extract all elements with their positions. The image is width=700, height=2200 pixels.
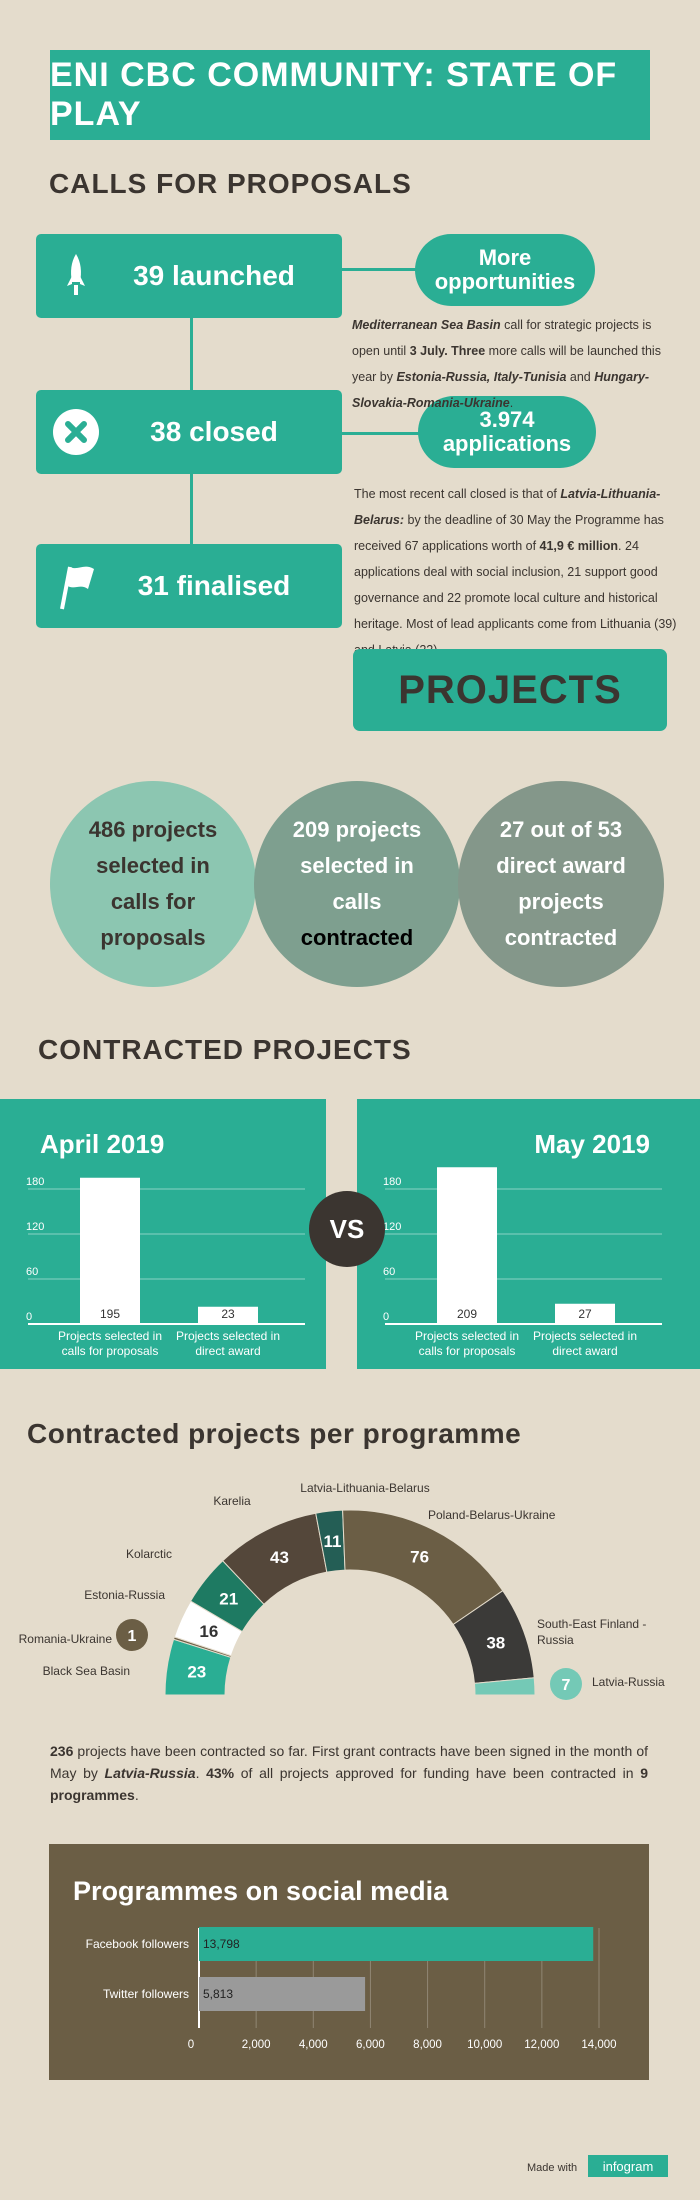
category-label: direct award: [195, 1344, 260, 1358]
bar-value-label: 195: [100, 1307, 120, 1321]
segment-value-label: 43: [270, 1548, 289, 1567]
flag-icon: [36, 561, 116, 611]
segment-value-label: 76: [410, 1548, 429, 1567]
segment-value-label: 11: [324, 1532, 342, 1551]
segment-category-label: Black Sea Basin: [43, 1664, 130, 1678]
call-paragraph-1: Mediterranean Sea Basin call for strateg…: [352, 318, 661, 410]
launched-label: 39 launched: [133, 260, 295, 291]
y-tick-label: 0: [26, 1311, 32, 1323]
segment-category-label: Russia: [537, 1633, 574, 1647]
segment-category-label: Karelia: [213, 1494, 251, 1508]
closed-box: 38 closed: [36, 390, 342, 474]
april-title: April 2019: [40, 1129, 165, 1159]
y-tick-label: 60: [26, 1266, 38, 1278]
may-panel: May 2019 0 60 120 180 209 Projects selected i…: [357, 1099, 700, 1369]
call-paragraph-2: The most recent call closed is that of L…: [354, 487, 677, 657]
x-tick-label: 4,000: [299, 2039, 328, 2051]
x-tick-label: 2,000: [242, 2039, 271, 2051]
segment-category-label: Estonia-Russia: [84, 1588, 165, 1602]
category-label: calls for proposals: [62, 1344, 159, 1358]
closed-label: 38 closed: [150, 416, 278, 447]
programme-donut-chart: 23 Black Sea Basin 1 Romania-Ukraine 16 Eston…: [19, 1481, 665, 1700]
segment-category-label: Latvia-Russia: [592, 1675, 665, 1689]
finalised-label: 31 finalised: [137, 570, 291, 601]
segment-category-label: Latvia-Lithuania-Belarus: [300, 1481, 429, 1495]
bar: [199, 1927, 594, 1961]
segment-value-label: 7: [562, 1677, 571, 1694]
category-label: direct award: [552, 1344, 617, 1358]
y-tick-label: 180: [383, 1176, 401, 1188]
page-title: ENI CBC COMMUNITY: STATE OF PLAY: [50, 50, 650, 140]
projects-box: PROJECTS: [353, 649, 667, 731]
social-media-panel: Programmes on social media 0 2,000 4,000 6,…: [49, 1844, 649, 2080]
segment-value-label: 16: [199, 1622, 218, 1641]
bar-value-label: 23: [221, 1307, 235, 1321]
infogram-logo[interactable]: infogram: [588, 2155, 668, 2177]
y-tick-label: 0: [383, 1311, 389, 1323]
circle-direct-award: 27 out of 53 direct award projects contr…: [458, 781, 664, 987]
x-tick-label: 6,000: [356, 2039, 385, 2051]
connector-top: [340, 268, 420, 271]
category-label: Projects selected in: [415, 1329, 519, 1343]
category-label: calls for proposals: [419, 1344, 516, 1358]
segment-value-label: 23: [187, 1662, 206, 1681]
bar-value-label: 209: [457, 1307, 477, 1321]
segment-bubble: [116, 1619, 148, 1651]
segment-category-label: South-East Finland -: [537, 1617, 646, 1631]
x-tick-label: 14,000: [581, 2039, 616, 2051]
launched-box: 39 launched: [36, 234, 342, 318]
more-opportunities-pill: More opportunities: [415, 234, 595, 306]
contracted-heading: CONTRACTED PROJECTS: [38, 1034, 412, 1065]
segment-category-label: Poland-Belarus-Ukraine: [428, 1508, 556, 1522]
segment-value-label: 1: [128, 1628, 137, 1645]
segment-category-label: Kolarctic: [126, 1547, 172, 1561]
made-with-label: Made with: [527, 2162, 578, 2174]
bar: [199, 1977, 366, 2011]
y-tick-label: 120: [26, 1221, 44, 1233]
category-label: Projects selected in: [176, 1329, 280, 1343]
connector-mid: [340, 432, 420, 435]
segment-bubble: [550, 1668, 582, 1700]
bar: [80, 1177, 140, 1324]
rocket-icon: [36, 254, 116, 298]
calls-heading: CALLS FOR PROPOSALS: [49, 168, 412, 199]
bar-value-label: 13,798: [203, 1937, 240, 1951]
bar: [198, 1306, 258, 1324]
vs-badge: VS: [309, 1191, 385, 1267]
finalised-box: 31 finalised: [36, 544, 342, 628]
circle-selected-calls: 486 projects selected in calls for propo…: [50, 781, 256, 987]
social-title: Programmes on social media: [73, 1876, 449, 1906]
donut-segment: [473, 1677, 536, 1696]
category-label: Projects selected in: [533, 1329, 637, 1343]
segment-category-label: Romania-Ukraine: [19, 1632, 113, 1646]
april-panel: April 2019 0 60 120 180 195 Projects selected…: [0, 1099, 326, 1369]
summary-paragraph: 236 projects have been contracted so far…: [50, 1743, 649, 1803]
circle-contracted-calls: 209 projects selected in calls contracted: [254, 781, 460, 987]
x-tick-label: 0: [188, 2039, 194, 2051]
y-tick-label: 120: [383, 1221, 401, 1233]
y-tick-label: 180: [26, 1176, 44, 1188]
category-label: Projects selected in: [58, 1329, 162, 1343]
programme-chart-title: Contracted projects per programme: [27, 1418, 522, 1449]
close-circle-icon: [36, 409, 116, 455]
may-title: May 2019: [534, 1129, 650, 1159]
x-tick-label: 8,000: [413, 2039, 442, 2051]
bar: [437, 1167, 497, 1324]
segment-value-label: 38: [486, 1633, 505, 1652]
category-label: Facebook followers: [86, 1937, 189, 1951]
y-tick-label: 60: [383, 1266, 395, 1278]
applications-pill: 3.974 applications: [418, 396, 596, 468]
segment-value-label: 21: [219, 1589, 238, 1608]
category-label: Twitter followers: [103, 1987, 189, 2001]
x-tick-label: 10,000: [467, 2039, 502, 2051]
bar-value-label: 27: [578, 1307, 592, 1321]
bar-value-label: 5,813: [203, 1987, 233, 2001]
x-tick-label: 12,000: [524, 2039, 559, 2051]
social-bar-chart: 0 2,000 4,000 6,000 8,000 10,000 12,000 14,000 F…: [86, 1927, 617, 2051]
bar: [555, 1303, 615, 1324]
